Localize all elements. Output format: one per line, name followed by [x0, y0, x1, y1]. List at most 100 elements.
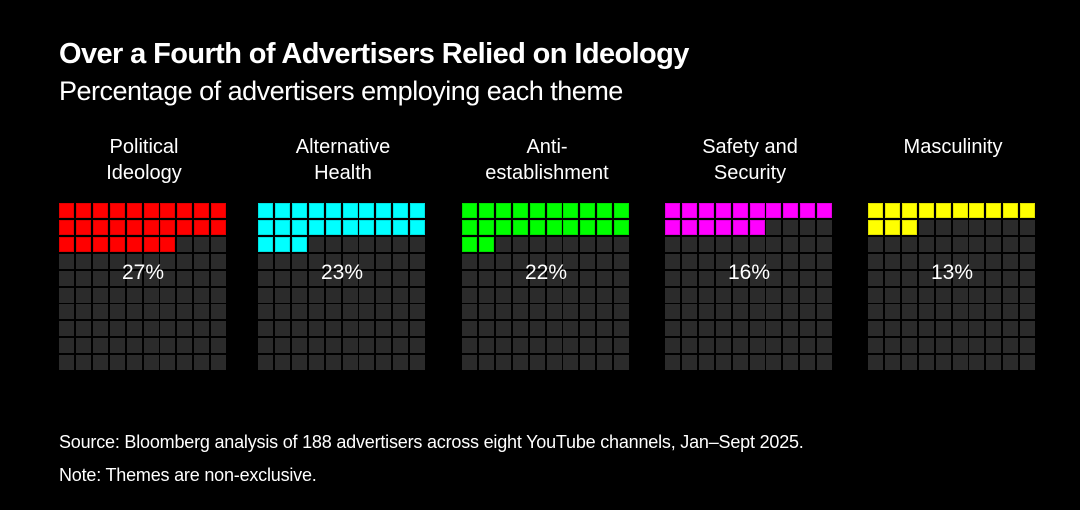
waffle-cell-empty: [1003, 287, 1019, 303]
waffle-cell-empty: [783, 287, 799, 303]
waffle-cell-empty: [783, 236, 799, 252]
waffle-cell-empty: [274, 270, 290, 286]
waffle-cell-filled: [868, 203, 883, 218]
waffle-cell-filled: [698, 203, 714, 218]
waffle-cell-empty: [884, 338, 900, 354]
waffle-panel-safety-and-security: Safety and Security 16%: [665, 134, 835, 374]
waffle-cell-empty: [194, 287, 210, 303]
waffle-cell-empty: [715, 236, 731, 252]
waffle-cell-empty: [665, 304, 680, 320]
waffle-cell-empty: [563, 253, 579, 269]
waffle-cell-filled: [732, 203, 748, 218]
waffle-cell-filled: [393, 203, 409, 218]
waffle-cell-empty: [109, 321, 125, 337]
waffle-cell-empty: [817, 270, 833, 286]
waffle-cell-empty: [59, 338, 74, 354]
waffle-cell-empty: [274, 355, 290, 371]
waffle-cell-filled: [75, 219, 91, 235]
waffle-cell-filled: [211, 203, 227, 218]
waffle-cell-empty: [1003, 219, 1019, 235]
waffle-cell-filled: [109, 236, 125, 252]
chart-title: Over a Fourth of Advertisers Relied on I…: [59, 38, 689, 70]
footnote: Note: Themes are non-exclusive.: [59, 465, 317, 485]
waffle-cell-empty: [342, 253, 358, 269]
waffle-cell-filled: [478, 236, 494, 252]
waffle-cell-filled: [868, 219, 883, 235]
waffle-cell-empty: [495, 236, 511, 252]
waffle-cell-empty: [614, 270, 630, 286]
waffle-cell-empty: [143, 253, 159, 269]
waffle-cell-empty: [766, 270, 782, 286]
waffle-cell-empty: [783, 253, 799, 269]
waffle-cell-empty: [1020, 287, 1036, 303]
waffle-cell-empty: [1020, 304, 1036, 320]
waffle-cell-empty: [160, 355, 176, 371]
waffle-cell-empty: [211, 287, 227, 303]
waffle-cell-empty: [749, 287, 765, 303]
waffle-cell-empty: [1003, 321, 1019, 337]
waffle-cell-empty: [901, 236, 917, 252]
waffle-cell-empty: [325, 236, 341, 252]
waffle-cell-empty: [901, 338, 917, 354]
waffle-cell-filled: [376, 219, 392, 235]
value-label: 22%: [524, 261, 568, 284]
waffle-cell-empty: [393, 287, 409, 303]
waffle-cell-empty: [749, 321, 765, 337]
waffle-cell-empty: [376, 253, 392, 269]
waffle-cell-empty: [597, 287, 613, 303]
waffle-cell-empty: [495, 355, 511, 371]
waffle-cell-filled: [597, 219, 613, 235]
waffle-cell-empty: [597, 321, 613, 337]
waffle-cell-filled: [325, 203, 341, 218]
waffle-cell-empty: [495, 287, 511, 303]
waffle-cell-filled: [698, 219, 714, 235]
waffle-cell-filled: [935, 203, 951, 218]
waffle-grid: [868, 203, 1036, 371]
waffle-cell-empty: [800, 304, 816, 320]
waffle-cell-empty: [478, 304, 494, 320]
waffle-cell-filled: [681, 203, 697, 218]
waffle-cell-empty: [749, 355, 765, 371]
waffle-cell-empty: [1020, 253, 1036, 269]
waffle-cell-empty: [92, 338, 108, 354]
waffle-cell-empty: [512, 355, 528, 371]
waffle-cell-empty: [563, 338, 579, 354]
waffle-cell-filled: [546, 203, 562, 218]
waffle-cell-empty: [817, 355, 833, 371]
waffle-cell-empty: [462, 253, 477, 269]
waffle-cell-empty: [325, 338, 341, 354]
waffle-cell-empty: [901, 304, 917, 320]
waffle-cell-empty: [126, 287, 142, 303]
waffle-cell-empty: [817, 338, 833, 354]
chart-subtitle: Percentage of advertisers employing each…: [59, 76, 623, 106]
waffle-cell-empty: [715, 287, 731, 303]
waffle-cell-empty: [935, 304, 951, 320]
waffle-cell-filled: [59, 236, 74, 252]
waffle-cell-filled: [546, 219, 562, 235]
waffle-cell-empty: [92, 304, 108, 320]
waffle-cell-empty: [935, 355, 951, 371]
waffle-cell-filled: [92, 219, 108, 235]
waffle-panel-anti-establishment: Anti- establishment 22%: [462, 134, 632, 374]
waffle-cell-filled: [495, 219, 511, 235]
waffle-cell-empty: [143, 304, 159, 320]
waffle-cell-empty: [580, 355, 596, 371]
waffle-cell-empty: [597, 253, 613, 269]
waffle-cell-empty: [597, 355, 613, 371]
waffle-cell-empty: [75, 287, 91, 303]
waffle-cell-empty: [529, 287, 545, 303]
waffle-cell-empty: [258, 304, 273, 320]
waffle-cell-empty: [478, 338, 494, 354]
waffle-cell-empty: [160, 321, 176, 337]
waffle-grid: [59, 203, 227, 371]
waffle-cell-empty: [274, 321, 290, 337]
panel-label: Political Ideology: [106, 136, 182, 184]
waffle-cell-empty: [478, 270, 494, 286]
waffle-cell-empty: [177, 287, 193, 303]
waffle-cell-empty: [698, 321, 714, 337]
waffle-cell-empty: [732, 253, 748, 269]
waffle-cell-empty: [342, 321, 358, 337]
waffle-cell-empty: [732, 355, 748, 371]
waffle-cell-empty: [1020, 321, 1036, 337]
waffle-cell-empty: [614, 321, 630, 337]
